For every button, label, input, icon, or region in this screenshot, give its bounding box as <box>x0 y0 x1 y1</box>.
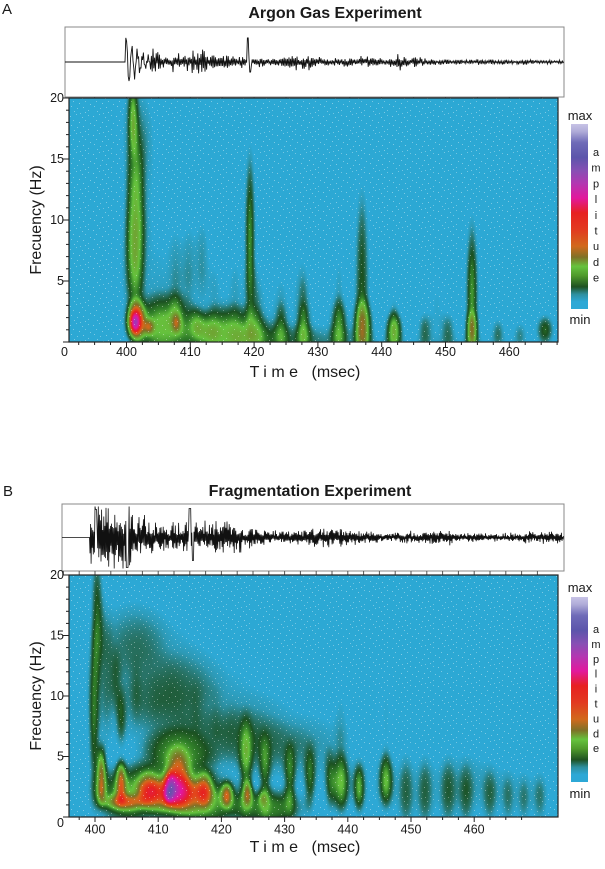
svg-text:d: d <box>593 257 599 269</box>
svg-text:0: 0 <box>57 816 64 830</box>
svg-text:a: a <box>593 147 600 159</box>
svg-text:max: max <box>568 580 593 595</box>
svg-text:440: 440 <box>337 823 358 837</box>
svg-text:15: 15 <box>50 629 64 643</box>
svg-text:min: min <box>570 786 591 801</box>
svg-text:5: 5 <box>57 750 64 764</box>
svg-text:450: 450 <box>401 823 422 837</box>
svg-text:e: e <box>593 743 599 755</box>
svg-text:a: a <box>593 624 600 636</box>
svg-text:i: i <box>595 210 597 222</box>
svg-text:420: 420 <box>244 345 265 359</box>
svg-text:460: 460 <box>499 345 520 359</box>
svg-text:p: p <box>593 178 599 190</box>
svg-text:Time (msec): Time (msec) <box>250 364 361 381</box>
svg-text:u: u <box>593 241 599 253</box>
svg-text:20: 20 <box>50 568 64 582</box>
svg-text:B: B <box>3 483 13 500</box>
svg-text:450: 450 <box>435 345 456 359</box>
svg-text:u: u <box>593 713 599 725</box>
svg-text:l: l <box>595 669 597 681</box>
svg-text:Time (msec): Time (msec) <box>250 839 361 856</box>
svg-text:m: m <box>591 639 600 651</box>
svg-text:15: 15 <box>50 152 64 166</box>
svg-text:410: 410 <box>180 345 201 359</box>
svg-text:i: i <box>595 684 597 696</box>
svg-text:Fragmentation Experiment: Fragmentation Experiment <box>209 483 412 500</box>
svg-text:Frecuency (Hz): Frecuency (Hz) <box>28 165 45 274</box>
svg-text:max: max <box>568 108 593 123</box>
svg-text:m: m <box>591 163 600 175</box>
svg-text:min: min <box>570 312 591 327</box>
svg-text:0: 0 <box>61 345 68 359</box>
svg-text:5: 5 <box>57 274 64 288</box>
svg-text:400: 400 <box>116 345 137 359</box>
svg-text:p: p <box>593 654 599 666</box>
svg-text:t: t <box>594 699 597 711</box>
svg-text:e: e <box>593 273 599 285</box>
svg-text:l: l <box>595 194 597 206</box>
svg-text:10: 10 <box>50 213 64 227</box>
svg-text:10: 10 <box>50 689 64 703</box>
svg-text:460: 460 <box>464 823 485 837</box>
svg-text:20: 20 <box>50 91 64 105</box>
svg-text:420: 420 <box>211 823 232 837</box>
svg-text:d: d <box>593 728 599 740</box>
svg-text:Frecuency (Hz): Frecuency (Hz) <box>28 641 45 750</box>
svg-text:A: A <box>2 1 12 18</box>
svg-text:440: 440 <box>371 345 392 359</box>
svg-text:410: 410 <box>148 823 169 837</box>
svg-text:Argon Gas Experiment: Argon Gas Experiment <box>248 5 422 22</box>
svg-text:430: 430 <box>274 823 295 837</box>
svg-text:400: 400 <box>85 823 106 837</box>
svg-text:t: t <box>594 226 597 238</box>
svg-text:430: 430 <box>307 345 328 359</box>
